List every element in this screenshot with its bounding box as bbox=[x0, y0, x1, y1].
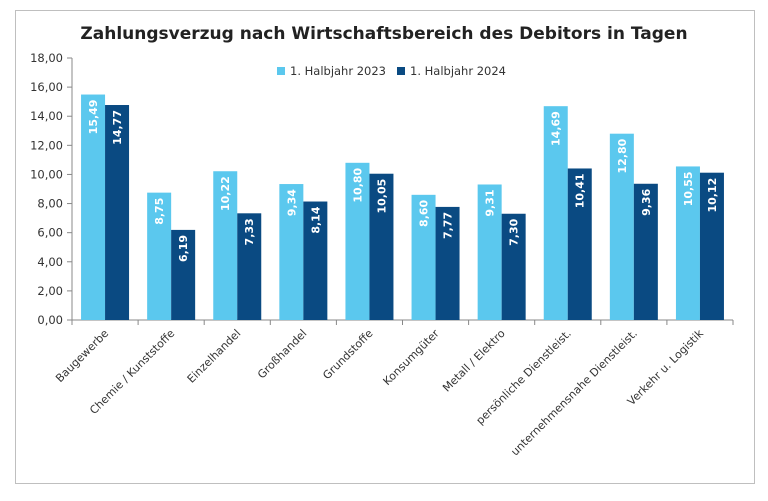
x-category-label: Metall / Elektro bbox=[440, 327, 508, 395]
y-tick-label: 2,00 bbox=[37, 284, 63, 298]
bar bbox=[501, 213, 526, 320]
bar-data-label: 6,19 bbox=[177, 235, 190, 262]
x-category-label: Grundstoffe bbox=[320, 327, 375, 382]
bar bbox=[477, 184, 502, 320]
bar-data-label: 10,41 bbox=[574, 173, 587, 208]
bar-data-label: 15,49 bbox=[87, 100, 100, 135]
bar bbox=[237, 213, 262, 320]
bar-data-label: 9,31 bbox=[484, 189, 497, 216]
bar-data-label: 8,60 bbox=[418, 199, 431, 226]
bar-data-label: 9,36 bbox=[640, 188, 653, 215]
bar bbox=[543, 106, 568, 320]
legend: 1. Halbjahr 2023 1. Halbjahr 2024 bbox=[277, 64, 506, 78]
y-tick-label: 12,00 bbox=[30, 138, 63, 152]
x-category-label: Konsumgüter bbox=[381, 327, 442, 388]
bar bbox=[699, 172, 724, 320]
bar bbox=[105, 105, 130, 321]
bar bbox=[345, 162, 370, 320]
bar-data-label: 10,55 bbox=[682, 171, 695, 206]
bar bbox=[567, 168, 592, 320]
x-category-label: Baugewerbe bbox=[53, 327, 111, 385]
legend-label: 1. Halbjahr 2023 bbox=[290, 64, 386, 78]
y-tick-label: 14,00 bbox=[30, 109, 63, 123]
x-category-label: Einzelhandel bbox=[185, 327, 244, 386]
legend-swatch bbox=[277, 67, 285, 75]
bar bbox=[213, 171, 238, 320]
chart-frame bbox=[15, 10, 755, 484]
bar bbox=[147, 192, 172, 320]
y-tick-label: 4,00 bbox=[37, 255, 63, 269]
bar-data-label: 14,69 bbox=[550, 111, 563, 146]
bar bbox=[303, 201, 328, 320]
y-tick-label: 10,00 bbox=[30, 167, 63, 181]
bar bbox=[435, 206, 460, 320]
chart-title: Zahlungsverzug nach Wirtschaftsbereich d… bbox=[80, 24, 687, 44]
bar bbox=[279, 184, 304, 320]
y-tick-label: 16,00 bbox=[30, 80, 63, 94]
bar-data-label: 12,80 bbox=[616, 138, 629, 173]
bar bbox=[81, 94, 106, 320]
bars: 15,49 14,77 8,75 6,19 10,22 7,33 9,34 8,14 10,80… bbox=[81, 94, 724, 321]
bar-data-label: 10,12 bbox=[706, 178, 719, 213]
bar-data-label: 10,22 bbox=[219, 176, 232, 211]
bar-data-label: 7,30 bbox=[508, 218, 521, 245]
bar-data-label: 8,14 bbox=[309, 206, 322, 233]
bar-data-label: 14,77 bbox=[111, 110, 124, 145]
x-category-label: unternehmensnahe Dienstleist. bbox=[508, 327, 639, 458]
bar bbox=[633, 183, 658, 320]
x-category-label: Großhandel bbox=[255, 327, 309, 381]
bar bbox=[609, 133, 634, 320]
bar bbox=[369, 173, 394, 320]
y-tick-label: 8,00 bbox=[37, 197, 63, 211]
bar-data-label: 10,05 bbox=[375, 179, 388, 214]
y-tick-label: 6,00 bbox=[37, 226, 63, 240]
bar-data-label: 7,33 bbox=[243, 218, 256, 245]
bar bbox=[411, 194, 436, 320]
legend-swatch bbox=[397, 67, 405, 75]
bar-data-label: 8,75 bbox=[153, 198, 166, 225]
bar-data-label: 10,80 bbox=[351, 167, 364, 202]
y-tick-label: 0,00 bbox=[37, 313, 63, 327]
bar bbox=[171, 229, 196, 320]
bar-data-label: 9,34 bbox=[285, 189, 298, 216]
bar bbox=[675, 166, 700, 320]
legend-label: 1. Halbjahr 2024 bbox=[410, 64, 506, 78]
bar-data-label: 7,77 bbox=[442, 212, 455, 239]
y-tick-label: 18,00 bbox=[30, 51, 63, 65]
